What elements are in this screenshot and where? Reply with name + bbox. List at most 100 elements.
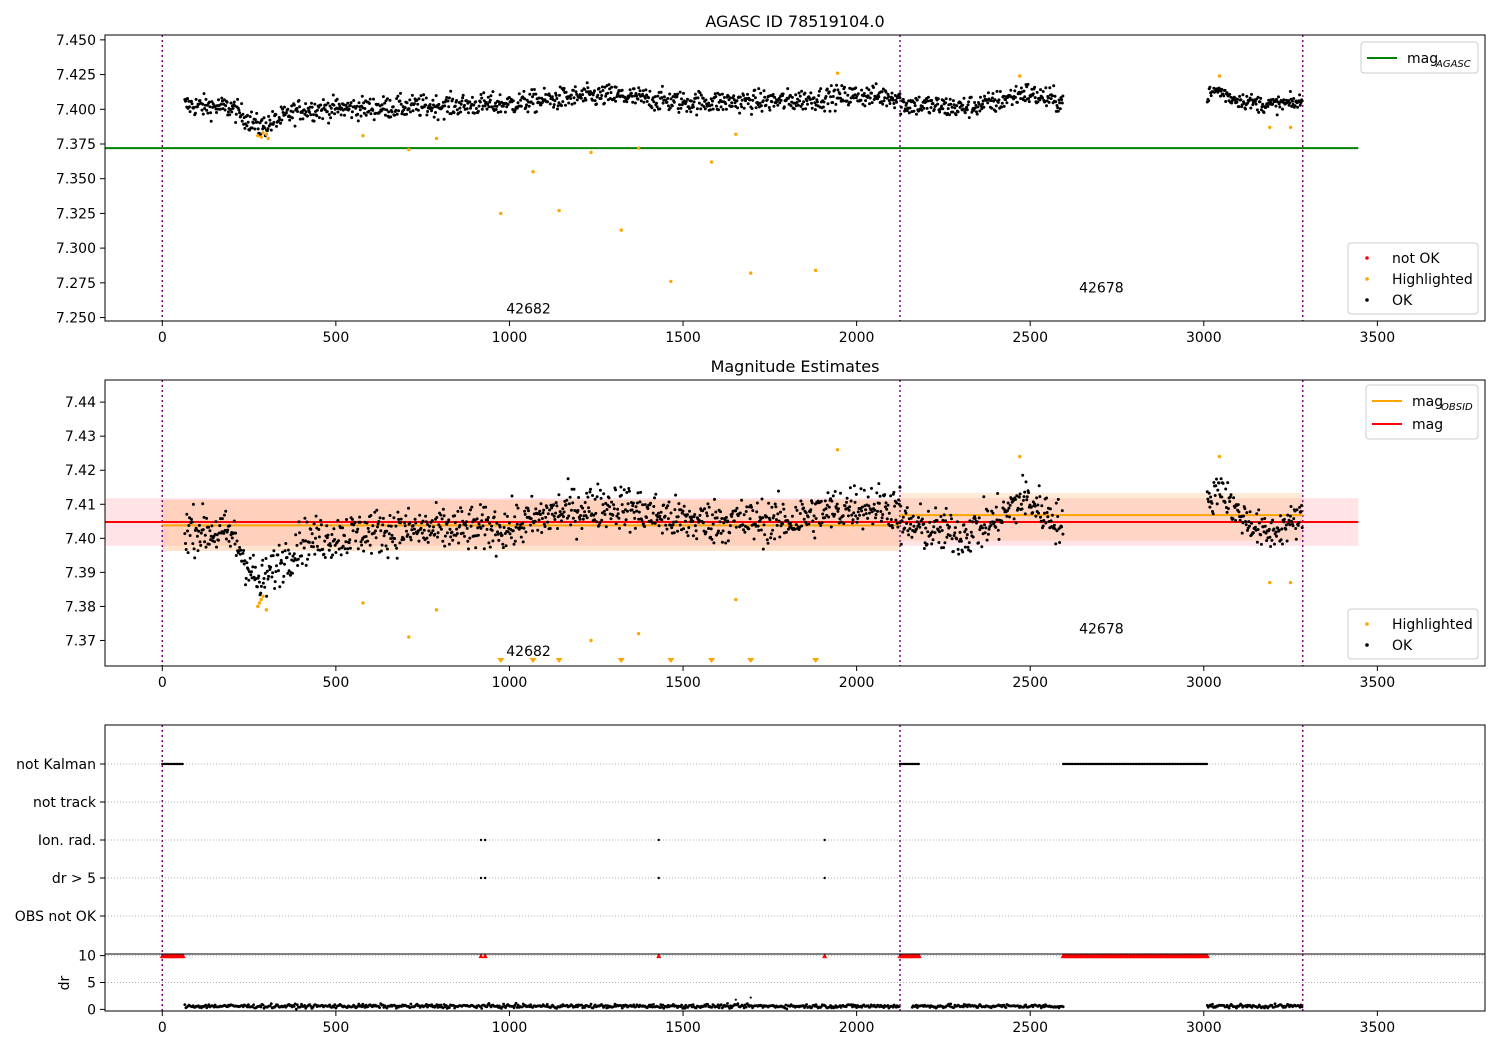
ok-point — [263, 571, 267, 575]
ok-point — [577, 496, 581, 499]
legend-lines-box — [1365, 384, 1479, 440]
ok-point — [326, 101, 330, 105]
ok-point — [877, 95, 881, 99]
highlighted-point — [835, 448, 840, 452]
ok-point — [774, 505, 778, 509]
y-tick-label: 7.350 — [56, 172, 96, 188]
ok-point — [954, 113, 958, 117]
ok-point — [248, 556, 252, 560]
ok-point — [1282, 520, 1286, 524]
ok-point — [579, 514, 583, 517]
ok-point — [666, 504, 670, 508]
ok-point — [846, 93, 850, 97]
dr-point — [356, 1004, 360, 1008]
dr-point — [435, 1003, 439, 1007]
ok-point — [301, 117, 305, 121]
ok-point — [362, 111, 366, 115]
ok-point — [412, 102, 416, 106]
ok-point — [243, 559, 247, 563]
ok-point — [944, 101, 947, 105]
dr-point — [589, 1002, 593, 1006]
highlighted-point — [256, 604, 260, 609]
ok-point — [259, 584, 263, 588]
ok-point — [578, 517, 582, 521]
ok-point — [974, 103, 978, 107]
ok-point — [790, 95, 794, 99]
ok-point — [557, 101, 561, 105]
ok-point — [1255, 108, 1259, 112]
ok-point — [955, 537, 959, 541]
ok-point — [268, 118, 272, 122]
ok-point — [250, 110, 253, 114]
ok-point — [437, 102, 441, 106]
ok-point — [458, 523, 462, 527]
ok-point — [730, 515, 734, 518]
ok-point — [963, 545, 967, 549]
ok-point — [758, 101, 762, 105]
ok-point — [957, 552, 961, 556]
dr-point — [580, 1003, 584, 1007]
ok-point — [922, 106, 926, 110]
ok-point — [845, 496, 849, 500]
ok-point — [380, 543, 384, 547]
ok-point — [1013, 89, 1017, 93]
ok-point — [449, 535, 453, 539]
ok-point — [501, 104, 505, 108]
ok-point — [1060, 101, 1064, 105]
ok-point — [1016, 506, 1020, 510]
ok-point — [421, 98, 425, 102]
ok-point — [643, 503, 647, 507]
legend-points-box — [1347, 608, 1479, 660]
ok-point — [889, 98, 893, 102]
ok-point — [399, 91, 402, 95]
ok-point — [687, 526, 691, 530]
chart-title: AGASC ID 78519104.0 — [705, 12, 884, 31]
ok-point — [632, 87, 636, 91]
ok-point — [298, 531, 302, 535]
ok-point — [469, 524, 473, 528]
ok-point — [1280, 527, 1284, 531]
ok-point — [1220, 87, 1224, 91]
ok-point — [824, 507, 828, 511]
ok-point — [862, 513, 866, 517]
ok-point — [723, 518, 727, 522]
ok-point — [612, 503, 616, 507]
dr-point — [487, 1002, 491, 1005]
ok-point — [1056, 109, 1060, 113]
ok-point — [422, 93, 426, 97]
ok-point — [724, 102, 728, 106]
flag-point — [657, 876, 660, 880]
ok-point — [963, 111, 967, 115]
x-tick-label: 2500 — [1012, 675, 1048, 691]
ok-point — [323, 539, 327, 543]
ok-point — [260, 563, 264, 567]
ok-point — [622, 510, 625, 514]
ok-point — [678, 103, 682, 107]
ok-point — [198, 99, 202, 103]
ok-point — [396, 510, 400, 514]
ok-point — [773, 95, 777, 99]
ok-point — [246, 113, 249, 117]
legend-line-label: mag — [1412, 394, 1443, 410]
ok-point — [327, 113, 331, 116]
ok-point — [527, 509, 530, 513]
ok-point — [495, 521, 499, 525]
ok-point — [622, 488, 626, 492]
highlighted-point — [266, 136, 270, 141]
ok-point — [669, 97, 673, 101]
ok-point — [990, 106, 994, 110]
ok-point — [854, 514, 858, 518]
ok-point — [867, 504, 871, 508]
ok-point — [410, 93, 414, 97]
y-tick-label: 7.325 — [56, 206, 96, 222]
ok-point — [300, 562, 304, 566]
ok-point — [671, 95, 675, 99]
ok-point — [834, 102, 838, 106]
dr-point — [949, 1002, 953, 1006]
ok-point — [517, 92, 521, 96]
ok-point — [275, 564, 278, 568]
ok-point — [393, 537, 397, 541]
ok-point — [189, 99, 193, 103]
ok-point — [915, 527, 918, 531]
ok-point — [815, 100, 819, 104]
